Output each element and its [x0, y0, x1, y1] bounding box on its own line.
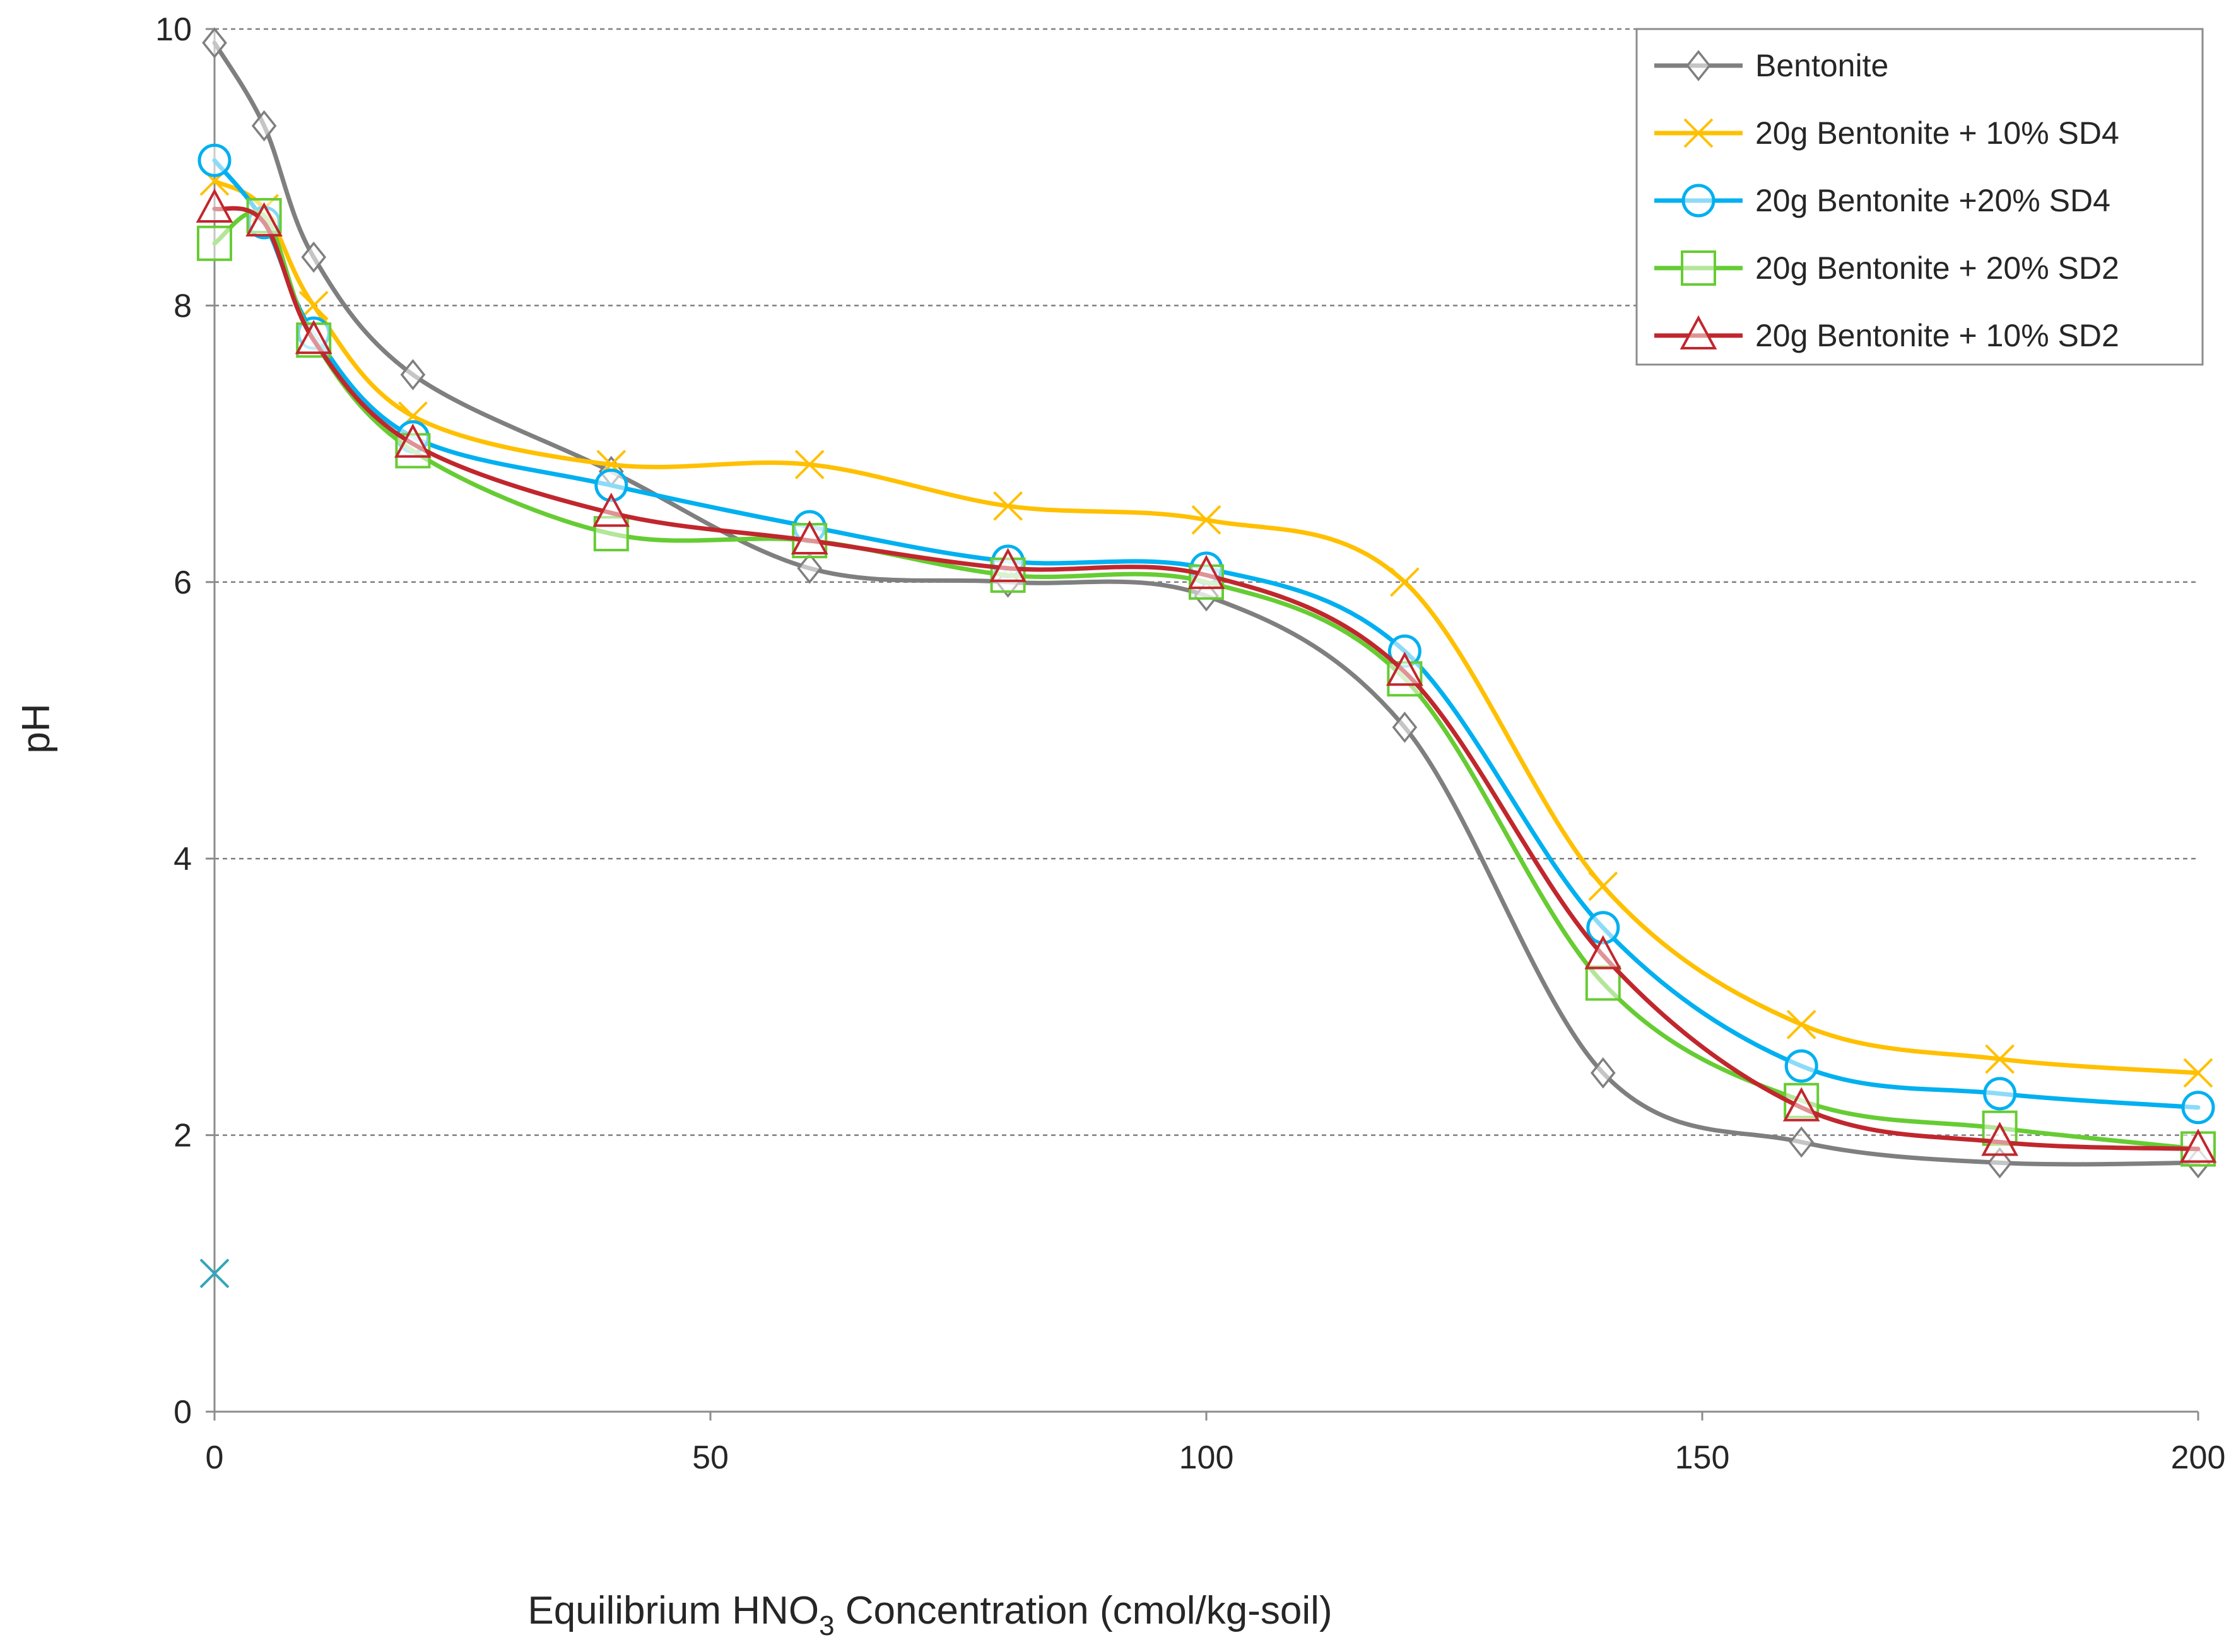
- legend-swatch-marker: [1681, 250, 1716, 286]
- series-layer: [196, 27, 2217, 1289]
- x-tick-label: 100: [1179, 1439, 1234, 1476]
- data-point: [2179, 1128, 2217, 1163]
- legend-label: 20g Bentonite +20% SD4: [1755, 183, 2110, 218]
- x-tick-label: 150: [1675, 1439, 1730, 1476]
- data-point: [797, 553, 823, 584]
- x-axis-title-part-1: Equilibrium HNO: [527, 1589, 819, 1632]
- series-line: [212, 179, 2201, 1075]
- data-point: [251, 110, 277, 142]
- data-point: [2181, 1091, 2215, 1125]
- data-point: [197, 143, 232, 177]
- y-tick-label: 2: [174, 1118, 192, 1154]
- legend-label: 20g Bentonite + 20% SD2: [1755, 250, 2119, 286]
- data-point: [245, 202, 283, 237]
- y-tick-label: 6: [174, 565, 192, 601]
- data-point: [197, 225, 232, 261]
- legend-entry: Bentonite: [1654, 48, 1888, 83]
- data-point: [196, 188, 233, 223]
- data-point: [1191, 505, 1221, 535]
- data-point: [1590, 1057, 1616, 1089]
- data-point: [1789, 1126, 1815, 1158]
- y-tick-label: 4: [174, 841, 192, 877]
- x-tick-label: 200: [2171, 1439, 2226, 1476]
- legend-entry: 20g Bentonite +20% SD4: [1654, 183, 2110, 218]
- stray-data-point: [199, 1258, 230, 1289]
- y-tick-label: 8: [174, 288, 192, 324]
- y-axis-title: pH: [15, 703, 58, 753]
- legend-swatch-marker: [1681, 184, 1715, 218]
- legend-label: Bentonite: [1755, 48, 1888, 83]
- legend-swatch-marker: [1680, 315, 1717, 349]
- legend-entry: 20g Bentonite + 20% SD2: [1654, 250, 2119, 286]
- data-point: [1782, 1087, 1820, 1122]
- x-tick-label: 50: [692, 1439, 729, 1476]
- x-axis-title: Equilibrium HNO3 Concentration (cmol/kg-…: [527, 1589, 1332, 1641]
- data-point: [1588, 871, 1618, 901]
- legend-box: [1635, 28, 2204, 366]
- legend-label: 20g Bentonite + 10% SD4: [1755, 115, 2119, 151]
- y-tick-label: 0: [174, 1394, 192, 1431]
- legend-swatch-marker: [1683, 118, 1714, 148]
- data-point: [791, 520, 828, 555]
- data-point: [400, 359, 426, 390]
- legend-swatch-marker: [1686, 50, 1711, 81]
- data-point: [1585, 965, 1621, 1001]
- x-tick-label: 0: [206, 1439, 224, 1476]
- y-tick-label: 10: [155, 11, 192, 48]
- data-point: [202, 27, 227, 59]
- data-point: [592, 493, 630, 527]
- data-point: [794, 450, 825, 479]
- data-point: [1392, 712, 1418, 743]
- data-point: [1985, 1044, 2015, 1074]
- data-point: [301, 241, 327, 273]
- data-point: [1187, 554, 1225, 589]
- x-axis-title-part-2: Concentration (cmol/kg-soil): [835, 1589, 1333, 1632]
- data-point: [295, 320, 332, 354]
- data-point: [1389, 567, 1420, 597]
- data-point: [1983, 1077, 2017, 1111]
- data-point: [993, 491, 1023, 521]
- series-5: [196, 188, 2217, 1163]
- x-axis-title-subscript: 3: [819, 1610, 834, 1641]
- data-point: [1981, 1122, 2018, 1156]
- data-point: [394, 423, 432, 458]
- legend-entry: 20g Bentonite + 10% SD2: [1654, 315, 2119, 353]
- legend: Bentonite 20g Bentonite + 10% SD4 20g Bent…: [1635, 28, 2204, 366]
- data-point: [989, 548, 1027, 582]
- legend-label: 20g Bentonite + 10% SD2: [1755, 318, 2119, 353]
- data-point: [2183, 1058, 2213, 1088]
- data-point: [1786, 1009, 1816, 1040]
- data-point: [1386, 652, 1423, 686]
- data-point: [1584, 935, 1622, 970]
- legend-entry: 20g Bentonite + 10% SD4: [1654, 115, 2119, 151]
- data-point: [1784, 1049, 1818, 1083]
